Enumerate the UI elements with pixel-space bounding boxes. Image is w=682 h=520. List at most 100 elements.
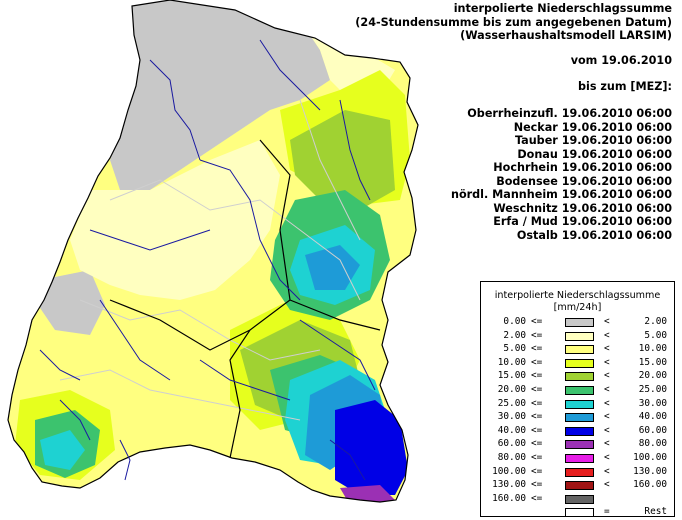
legend-high-value: 130.00 xyxy=(633,465,667,477)
legend-row: 40.00 <= <60.00 xyxy=(481,425,674,439)
legend-op-high: < xyxy=(604,356,610,368)
legend-row: 130.00 <= <160.00 xyxy=(481,479,674,493)
legend-swatch xyxy=(565,467,594,477)
legend-title: interpolierte Niederschlagssumme xyxy=(494,290,661,301)
legend-row: 0.00 <= <2.00 xyxy=(481,316,674,330)
legend-rows: 0.00 <= <2.00 2.00 <= <5.00 5.00 <= <10.00 10.00 <… xyxy=(481,316,674,520)
legend-op-high: < xyxy=(604,329,610,341)
legend-row: 2.00 <= <5.00 xyxy=(481,330,674,344)
legend-high-value: 20.00 xyxy=(638,370,667,382)
legend-low-value: 5.00 xyxy=(503,343,526,355)
legend-low-value: 15.00 xyxy=(497,370,526,382)
legend-unit: [mm/24h] xyxy=(553,302,602,313)
legend-low-value: 60.00 xyxy=(497,438,526,450)
legend-swatch xyxy=(565,453,594,463)
basin-row: Erfa / Mud 19.06.2010 06:00 xyxy=(493,215,672,228)
sub-basin-boundaries xyxy=(59,99,361,421)
legend-high-value: 160.00 xyxy=(633,479,667,491)
legend-op-low: <= xyxy=(531,411,543,423)
legend-low-value: 10.00 xyxy=(497,356,526,368)
legend-row: 80.00 <= <100.00 xyxy=(481,452,674,466)
legend-swatch xyxy=(565,413,594,423)
legend-low-value: 30.00 xyxy=(497,411,526,423)
legend-op-high: < xyxy=(604,465,610,477)
legend-op-low: <= xyxy=(531,329,543,341)
basin-row: Donau 19.06.2010 06:00 xyxy=(517,147,672,161)
title-line-2: (24-Stundensumme bis zum angegebenen Dat… xyxy=(355,15,672,29)
legend-op-low: <= xyxy=(531,343,543,355)
legend-high-value: 40.00 xyxy=(638,411,667,423)
legend-row: 160.00 <= xyxy=(481,493,674,507)
legend-op-low: <= xyxy=(531,383,543,395)
legend-low-value: 0.00 xyxy=(503,316,526,327)
legend-row: 60.00 <= <80.00 xyxy=(481,438,674,452)
legend-high-value: Rest xyxy=(644,506,667,518)
basin-list: Oberrheinzufl. 19.06.2010 06:00 Neckar 1… xyxy=(451,107,672,242)
legend-low-value: 130.00 xyxy=(492,479,526,491)
legend-row: 100.00 <= <130.00 xyxy=(481,466,674,480)
legend-op-low: <= xyxy=(531,451,543,463)
legend-op-high: < xyxy=(604,438,610,450)
legend-op-high: < xyxy=(604,479,610,491)
legend-op-high: < xyxy=(604,411,610,423)
title-line-3: (Wasserhaushaltsmodell LARSIM) xyxy=(460,29,672,42)
legend-swatch xyxy=(565,331,594,341)
legend-high-value: 100.00 xyxy=(633,451,667,463)
legend-row: 20.00 <= <25.00 xyxy=(481,384,674,398)
legend-high-value: 2.00 xyxy=(644,316,667,327)
legend-swatch xyxy=(565,345,594,355)
precipitation-fill xyxy=(8,0,418,502)
legend-row: 15.00 <= <20.00 xyxy=(481,370,674,384)
map-title: interpolierte Niederschlagssumme (24-Stu… xyxy=(355,2,672,43)
legend-swatch xyxy=(565,372,594,382)
basin-row: Oberrheinzufl. 19.06.2010 06:00 xyxy=(467,107,672,120)
legend-low-value: 80.00 xyxy=(497,451,526,463)
legend-op-high: < xyxy=(604,316,610,327)
legend-op-low: <= xyxy=(531,479,543,491)
legend-op-high: < xyxy=(604,383,610,395)
legend-swatch xyxy=(565,481,594,491)
legend-op-low: <= xyxy=(531,370,543,382)
basin-row: Neckar 19.06.2010 06:00 xyxy=(513,120,672,134)
legend-low-value: 20.00 xyxy=(497,383,526,395)
legend-high-value: 10.00 xyxy=(638,343,667,355)
legend-op-high: < xyxy=(604,343,610,355)
legend-low-value: 25.00 xyxy=(497,397,526,409)
legend-op-low: <= xyxy=(531,465,543,477)
legend-op-high: < xyxy=(604,370,610,382)
legend-high-value: 30.00 xyxy=(638,397,667,409)
legend-swatch xyxy=(565,358,594,368)
legend-swatch xyxy=(565,399,594,409)
legend-low-value: 2.00 xyxy=(503,329,526,341)
legend-low-value: 160.00 xyxy=(492,492,526,504)
date-line: vom 19.06.2010 xyxy=(570,54,672,67)
legend-row: 25.00 <= <30.00 xyxy=(481,398,674,412)
legend-row: 5.00 <= <10.00 xyxy=(481,343,674,357)
rivers xyxy=(39,39,376,481)
title-line-1: interpolierte Niederschlagssumme xyxy=(453,2,672,15)
legend-op-low: <= xyxy=(531,438,543,450)
legend-high-value: 15.00 xyxy=(638,356,667,368)
legend-op-low: <= xyxy=(531,397,543,409)
basin-row: Ostalb 19.06.2010 06:00 xyxy=(516,228,672,242)
legend-op-low: <= xyxy=(531,316,543,327)
basin-row: Hochrhein 19.06.2010 06:00 xyxy=(493,161,672,174)
legend-low-value: 40.00 xyxy=(497,424,526,436)
legend-row: = Rest xyxy=(481,506,674,520)
legend-low-value: 100.00 xyxy=(492,465,526,477)
legend-op-low: <= xyxy=(531,424,543,436)
legend-op-high: < xyxy=(604,424,610,436)
legend-op-low: <= xyxy=(531,492,543,504)
legend-high-value: 60.00 xyxy=(638,424,667,436)
legend-high-value: 5.00 xyxy=(644,329,667,341)
legend-row: 30.00 <= <40.00 xyxy=(481,411,674,425)
legend: interpolierte Niederschlagssumme [mm/24h… xyxy=(480,281,675,520)
legend-swatch xyxy=(565,494,594,504)
legend-swatch xyxy=(565,385,594,395)
legend-op-high: < xyxy=(604,451,610,463)
legend-high-value: 25.00 xyxy=(638,383,667,395)
basin-row: Weschnitz 19.06.2010 06:00 xyxy=(493,201,672,215)
legend-op-low: <= xyxy=(531,356,543,368)
basin-row: nördl. Mannheim 19.06.2010 06:00 xyxy=(451,188,672,201)
